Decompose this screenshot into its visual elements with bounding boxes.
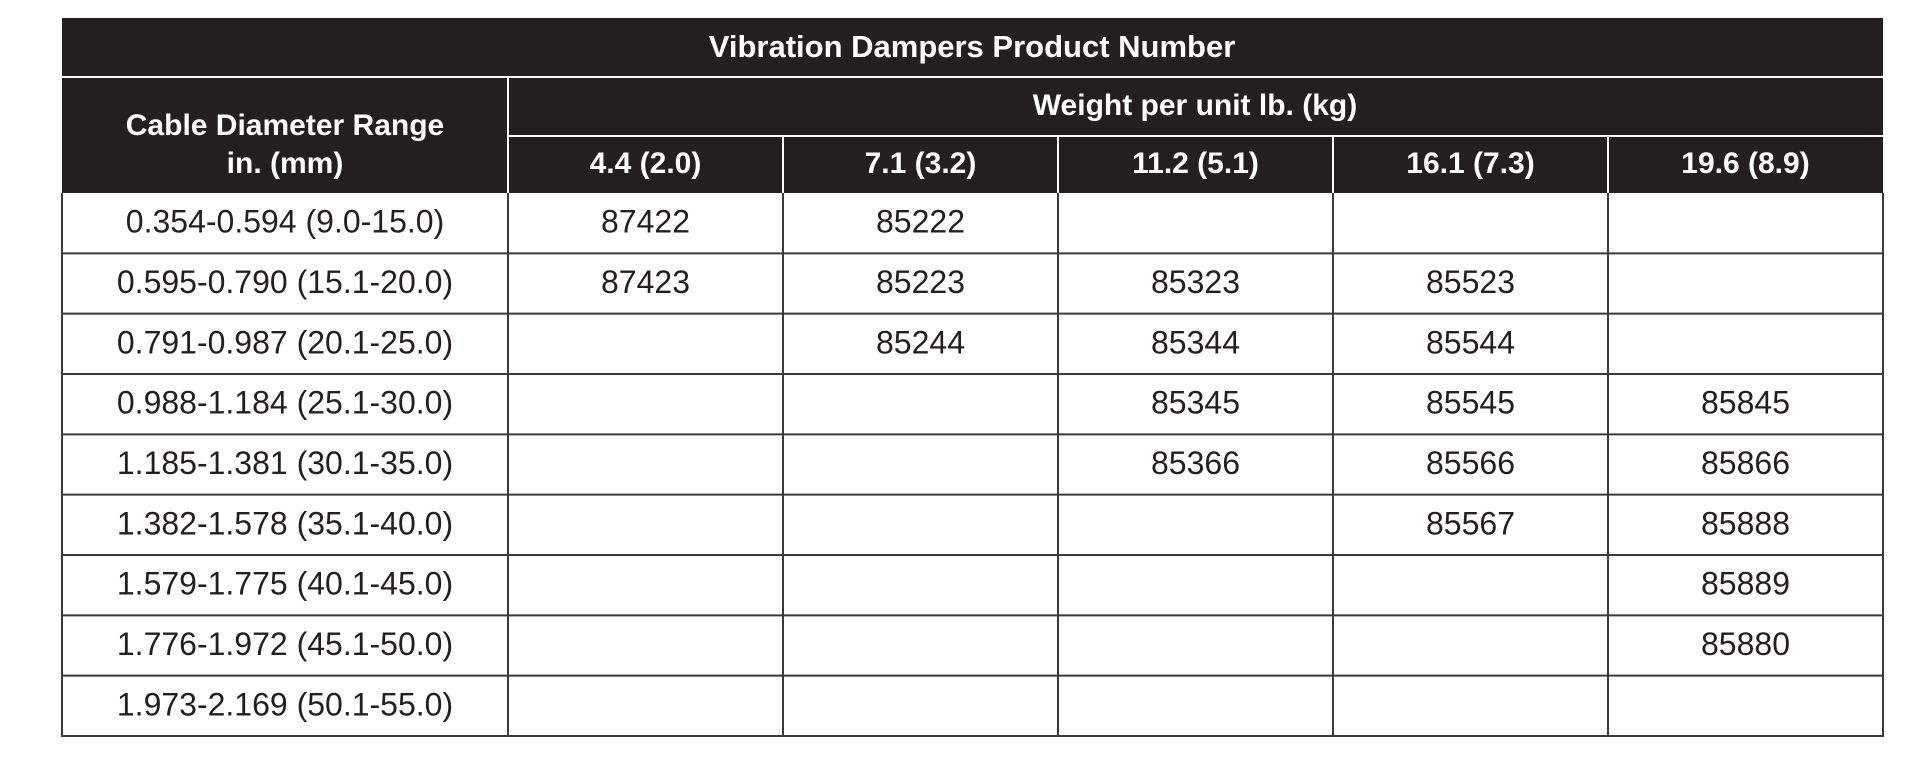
product-cell: 85223 [876,264,965,300]
product-cell: 85880 [1701,626,1790,662]
range-cell: 0.354-0.594 (9.0-15.0) [126,204,444,240]
product-cell: 85244 [876,324,965,360]
product-cell: 85545 [1426,385,1515,421]
product-cell: 85845 [1701,385,1790,421]
range-cell: 1.776-1.972 (45.1-50.0) [117,626,453,662]
row-header: in. (mm) [227,147,344,180]
product-cell: 85523 [1426,264,1515,300]
weight-label: 11.2 (5.1) [1132,147,1259,180]
range-cell: 0.791-0.987 (20.1-25.0) [117,324,453,360]
product-cell: 85866 [1701,445,1790,481]
product-cell: 85345 [1151,385,1240,421]
weight-label: 4.4 (2.0) [590,147,702,180]
table-title: Vibration Dampers Product Number [709,29,1236,64]
product-cell: 85366 [1151,445,1240,481]
product-cell: 85544 [1426,324,1515,360]
product-cell: 85222 [876,204,965,240]
header-background [62,18,1883,193]
range-cell: 0.595-0.790 (15.1-20.0) [117,264,453,300]
product-cell: 85323 [1151,264,1240,300]
product-cell: 85566 [1426,445,1515,481]
product-cell: 85889 [1701,566,1790,602]
weight-label: 7.1 (3.2) [865,147,977,180]
range-cell: 1.579-1.775 (40.1-45.0) [117,566,453,602]
weight-label: 16.1 (7.3) [1406,147,1534,180]
product-cell: 87423 [601,264,690,300]
product-cell: 85344 [1151,324,1240,360]
range-cell: 1.185-1.381 (30.1-35.0) [117,445,453,481]
range-cell: 0.988-1.184 (25.1-30.0) [117,385,453,421]
weight-label: 19.6 (8.9) [1681,147,1809,180]
product-cell: 87422 [601,204,690,240]
range-cell: 1.973-2.169 (50.1-55.0) [117,686,453,722]
product-cell: 85888 [1701,505,1790,541]
range-cell: 1.382-1.578 (35.1-40.0) [117,505,453,541]
product-cell: 85567 [1426,505,1515,541]
weight-header: Weight per unit lb. (kg) [1033,89,1357,122]
row-header: Cable Diameter Range [126,109,444,142]
